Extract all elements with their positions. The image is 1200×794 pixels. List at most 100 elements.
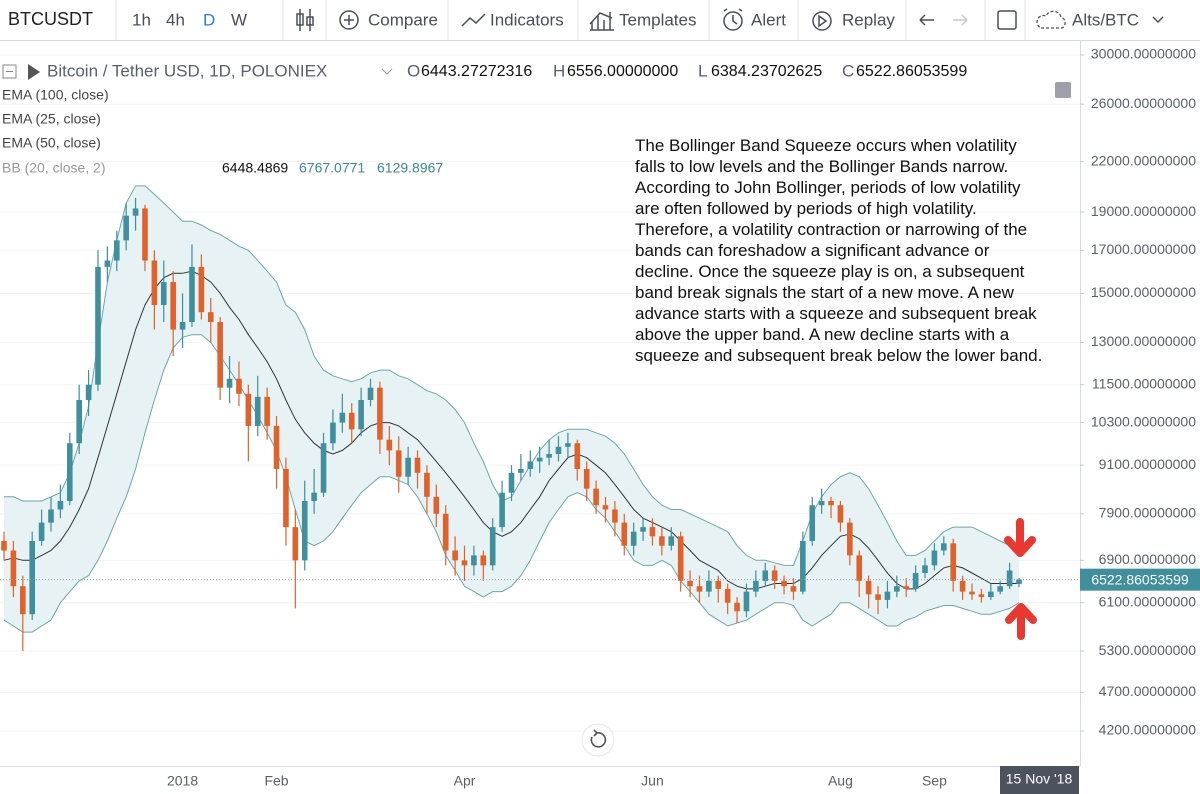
candle-body — [988, 591, 994, 598]
candle-body — [668, 536, 675, 546]
symbol[interactable]: BTCUSDT — [8, 9, 93, 29]
candle-body — [76, 399, 82, 444]
candle-body — [19, 586, 26, 615]
candle-body — [414, 457, 421, 473]
candle-body — [602, 505, 609, 510]
replay-icon[interactable] — [812, 11, 832, 31]
candle-body — [912, 573, 919, 589]
y-tick-label: 15000.00000000 — [1091, 284, 1196, 300]
undo-icon[interactable] — [919, 14, 934, 26]
toolbar-separators — [115, 0, 1026, 40]
bb-lower-value: 6129.8967 — [377, 160, 443, 176]
candle-body — [95, 266, 101, 385]
ohlc-label: H — [553, 61, 565, 80]
candle-body — [217, 322, 223, 388]
candle-body — [640, 527, 646, 532]
candle-body — [677, 536, 684, 581]
candle-body — [377, 387, 383, 440]
compare-symbol[interactable]: Alts/BTC — [1072, 10, 1139, 29]
candle-body — [367, 387, 374, 400]
ohlc-value: 6443.27272316 — [421, 63, 532, 80]
legend-dropdown[interactable] — [381, 68, 393, 75]
ohlc-value: 6384.23702625 — [711, 63, 822, 80]
crosshair-date: 15 Nov '18 — [1006, 771, 1073, 787]
candle-body — [339, 412, 346, 423]
interval-active[interactable]: D — [203, 10, 215, 29]
indicator-name: EMA (25, close) — [2, 111, 101, 127]
candle-body — [612, 509, 618, 523]
dropdown-chevron[interactable] — [1152, 16, 1164, 24]
compare-icon[interactable] — [339, 10, 359, 30]
templates-icon[interactable] — [589, 12, 614, 31]
candle-body — [931, 550, 938, 566]
candle-body — [461, 560, 468, 566]
band-fill — [4, 185, 1019, 633]
reset-icon — [590, 729, 607, 748]
candle-body — [142, 208, 148, 261]
candle-body — [66, 443, 73, 501]
candle-body — [123, 215, 129, 241]
candle-type-icon[interactable] — [296, 9, 314, 31]
y-tick-label: 6900.00000000 — [1099, 551, 1197, 567]
alert-button[interactable]: Alert — [751, 10, 786, 29]
candle-body — [753, 580, 759, 592]
candle-body — [405, 457, 411, 477]
interval[interactable]: 4h — [166, 10, 185, 29]
indicators-button[interactable]: Indicators — [490, 10, 564, 29]
candle-body — [555, 446, 562, 455]
candle-body — [320, 443, 327, 493]
interval[interactable]: 1h — [132, 10, 151, 29]
plot-layer — [1, 185, 1022, 652]
candle-body — [734, 602, 740, 612]
candle-body — [489, 527, 496, 566]
overlay-layer: 6522.86053599 — [0, 568, 1200, 591]
candle-body — [762, 570, 769, 581]
squeeze-arrows — [1004, 518, 1037, 640]
candle-body — [865, 580, 872, 595]
compare-button[interactable]: Compare — [368, 10, 438, 29]
legend-title: Bitcoin / Tether USD, 1D, POLONIEX — [47, 61, 327, 80]
candle-body — [38, 522, 45, 541]
cloud-icon[interactable] — [1036, 10, 1066, 29]
price-label-box — [1080, 568, 1200, 591]
candle-body — [499, 492, 505, 528]
candle-body — [104, 260, 111, 267]
candle-body — [1006, 570, 1013, 587]
candle-body — [922, 565, 928, 574]
candle-body — [264, 396, 270, 426]
candle-body — [659, 536, 665, 546]
candle-body — [283, 468, 289, 528]
candle-body — [743, 591, 750, 612]
fullscreen-icon[interactable] — [997, 10, 1017, 30]
ohlc-label: O — [407, 61, 420, 80]
candle-body — [330, 422, 336, 444]
candle-body — [170, 282, 176, 330]
alert-icon[interactable] — [723, 8, 743, 31]
candle-body — [621, 522, 628, 546]
y-tick-label: 6100.00000000 — [1099, 593, 1197, 609]
indicators-icon[interactable] — [461, 13, 486, 27]
scale-button[interactable] — [1055, 82, 1071, 98]
candle-body — [29, 540, 35, 615]
candle-body — [818, 500, 825, 506]
replay-button[interactable]: Replay — [842, 10, 895, 29]
candle-body — [771, 570, 778, 581]
redo-icon[interactable] — [953, 14, 968, 26]
candle-body — [226, 378, 233, 388]
candle-body — [179, 322, 186, 330]
y-tick-label: 26000.00000000 — [1091, 95, 1196, 111]
candle-body — [189, 266, 195, 323]
reset-button[interactable] — [581, 723, 615, 757]
collapse-icon[interactable] — [2, 64, 17, 79]
candle-body — [696, 586, 703, 592]
x-tick-label: 2018 — [167, 773, 198, 789]
indicator-name: EMA (50, close) — [2, 135, 101, 151]
candle-body — [875, 594, 881, 600]
templates-button[interactable]: Templates — [619, 10, 696, 29]
y-tick-label: 7900.00000000 — [1099, 505, 1197, 521]
candle-body — [245, 393, 252, 426]
indicator-name: BB (20, close, 2) — [2, 160, 106, 176]
interval[interactable]: W — [231, 10, 247, 29]
candle-body — [85, 384, 92, 400]
